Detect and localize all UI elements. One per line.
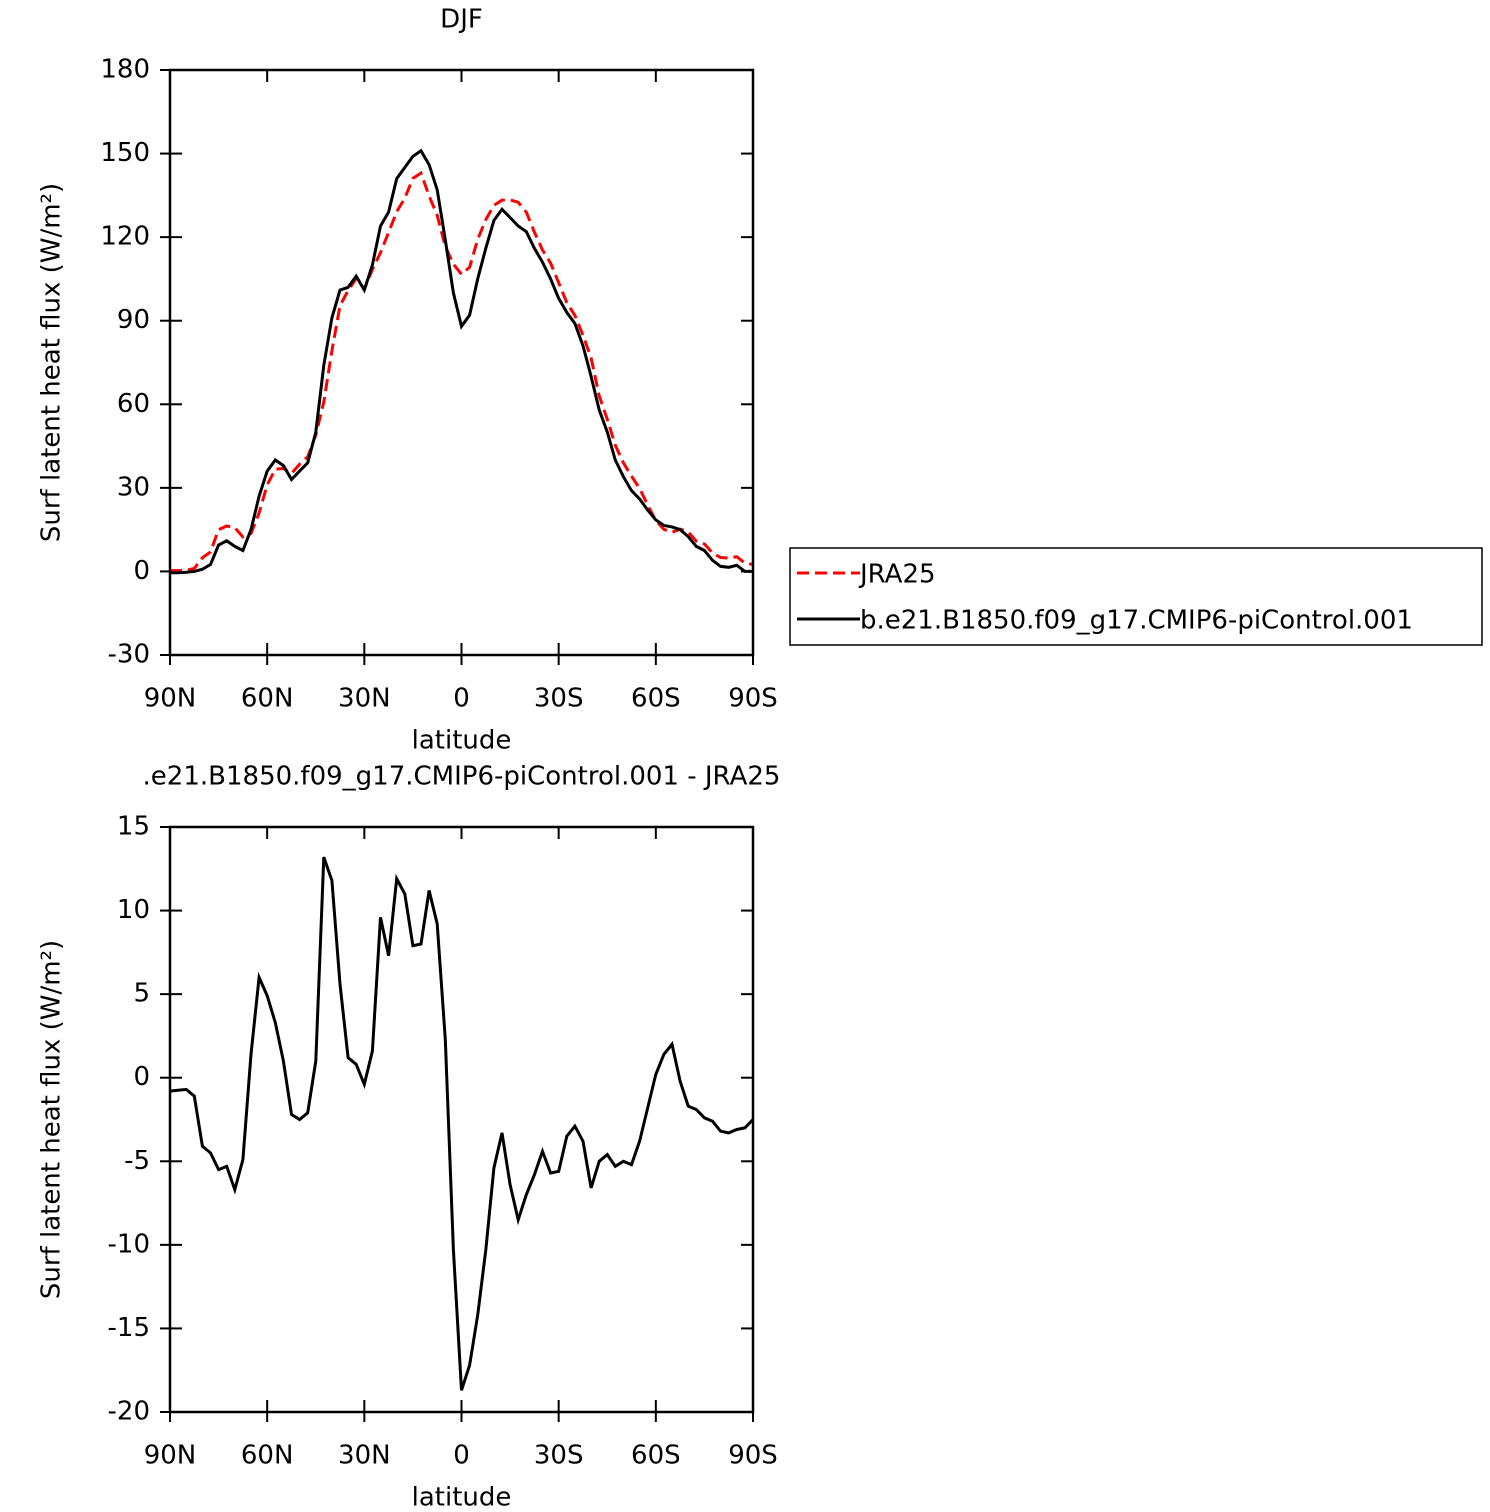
y-tick-label: 60 xyxy=(117,389,150,419)
y-tick-label: 30 xyxy=(117,472,150,502)
y-tick-label: -10 xyxy=(108,1229,150,1259)
y-tick-label: 5 xyxy=(133,979,150,1009)
data-line xyxy=(170,148,753,575)
x-tick-label: 30N xyxy=(338,684,391,714)
y-tick-label: -30 xyxy=(108,640,150,670)
y-tick-label: -20 xyxy=(108,1397,150,1427)
y-tick-label: 120 xyxy=(100,222,150,252)
x-tick-label: 60N xyxy=(241,684,294,714)
x-tick-label: 90N xyxy=(144,684,197,714)
y-axis-label: Surf latent heat flux (W/m²) xyxy=(37,940,67,1299)
y-tick-label: 0 xyxy=(133,556,150,586)
chart-title: DJF xyxy=(440,5,483,35)
y-tick-label: 90 xyxy=(117,305,150,335)
plot-frame xyxy=(168,825,755,1414)
x-tick-label: 0 xyxy=(453,1441,470,1471)
x-tick-label: 60S xyxy=(631,1441,681,1471)
x-tick-label: 30N xyxy=(338,1441,391,1471)
y-tick-label: -5 xyxy=(124,1146,150,1176)
plot-frame xyxy=(168,68,755,657)
x-axis-label: latitude xyxy=(412,1483,512,1512)
y-tick-label: 15 xyxy=(117,812,150,842)
legend-box xyxy=(789,547,1483,646)
y-tick-label: 150 xyxy=(100,138,150,168)
x-tick-label: 0 xyxy=(453,684,470,714)
data-line xyxy=(170,170,754,573)
x-axis-label: latitude xyxy=(412,726,512,756)
chart-title: .e21.B1850.f09_g17.CMIP6-piControl.001 -… xyxy=(143,762,781,792)
x-tick-label: 90S xyxy=(728,684,778,714)
x-tick-label: 90N xyxy=(144,1441,197,1471)
x-tick-label: 30S xyxy=(534,684,584,714)
legend-label: b.e21.B1850.f09_g17.CMIP6-piControl.001 xyxy=(860,606,1413,636)
x-tick-label: 60N xyxy=(241,1441,294,1471)
x-tick-label: 60S xyxy=(631,684,681,714)
y-tick-label: 180 xyxy=(100,55,150,85)
y-axis-label: Surf latent heat flux (W/m²) xyxy=(37,183,67,542)
y-tick-label: 0 xyxy=(133,1062,150,1092)
y-tick-label: -15 xyxy=(108,1313,150,1343)
y-tick-label: 10 xyxy=(117,895,150,925)
x-tick-label: 30S xyxy=(534,1441,584,1471)
x-tick-label: 90S xyxy=(728,1441,778,1471)
data-line xyxy=(169,856,755,1391)
legend-label: JRA25 xyxy=(858,560,936,590)
